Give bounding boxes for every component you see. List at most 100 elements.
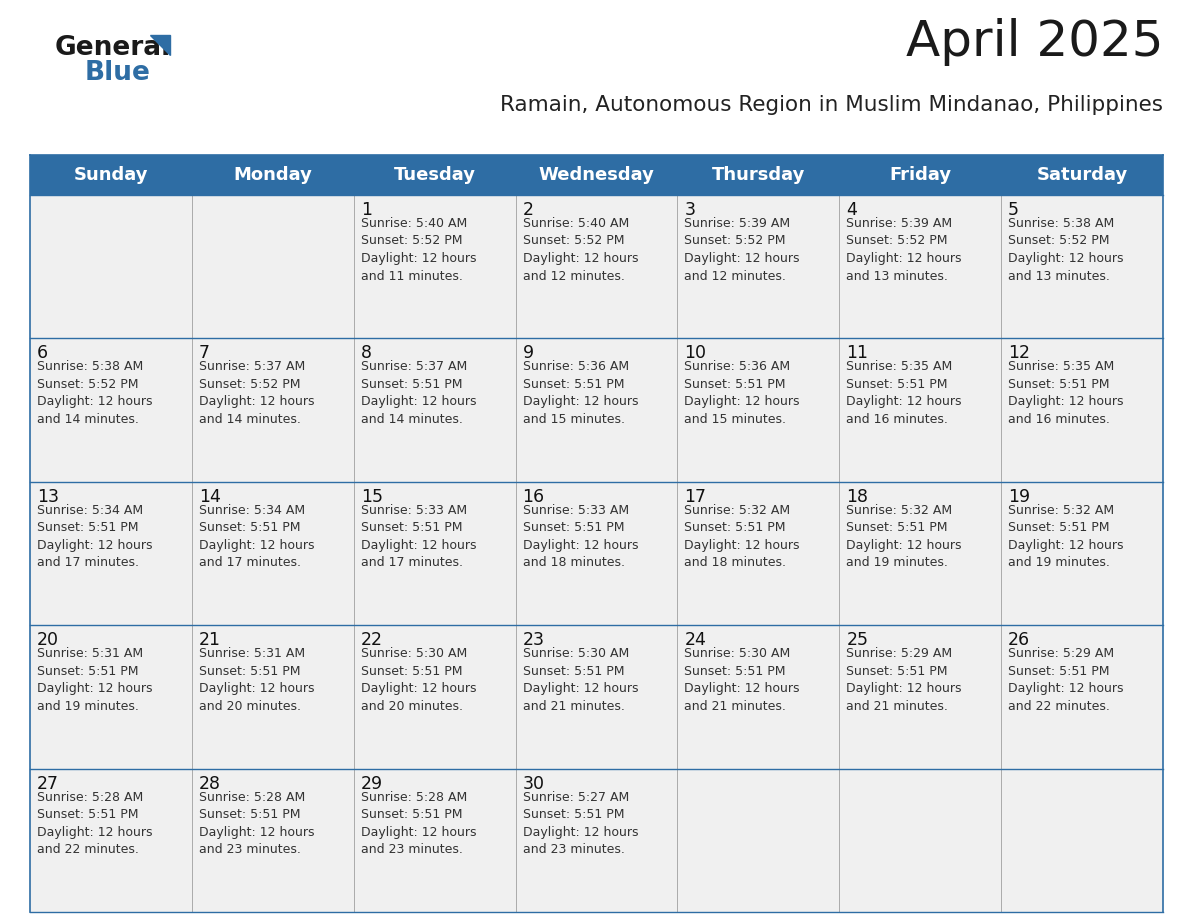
Bar (839, 625, 1001, 768)
Text: 5: 5 (1009, 201, 1019, 219)
Bar (191, 768, 354, 912)
Text: 6: 6 (37, 344, 49, 363)
Text: Sunrise: 5:36 AM
Sunset: 5:51 PM
Daylight: 12 hours
and 15 minutes.: Sunrise: 5:36 AM Sunset: 5:51 PM Dayligh… (684, 361, 800, 426)
Bar (354, 625, 516, 768)
Text: Sunrise: 5:29 AM
Sunset: 5:51 PM
Daylight: 12 hours
and 22 minutes.: Sunrise: 5:29 AM Sunset: 5:51 PM Dayligh… (1009, 647, 1124, 712)
Text: Sunrise: 5:39 AM
Sunset: 5:52 PM
Daylight: 12 hours
and 13 minutes.: Sunrise: 5:39 AM Sunset: 5:52 PM Dayligh… (846, 217, 962, 283)
Text: Sunrise: 5:34 AM
Sunset: 5:51 PM
Daylight: 12 hours
and 17 minutes.: Sunrise: 5:34 AM Sunset: 5:51 PM Dayligh… (37, 504, 152, 569)
Text: Sunrise: 5:32 AM
Sunset: 5:51 PM
Daylight: 12 hours
and 19 minutes.: Sunrise: 5:32 AM Sunset: 5:51 PM Dayligh… (846, 504, 962, 569)
Text: Tuesday: Tuesday (393, 166, 475, 184)
Text: Sunrise: 5:40 AM
Sunset: 5:52 PM
Daylight: 12 hours
and 11 minutes.: Sunrise: 5:40 AM Sunset: 5:52 PM Dayligh… (361, 217, 476, 283)
Text: Sunrise: 5:29 AM
Sunset: 5:51 PM
Daylight: 12 hours
and 21 minutes.: Sunrise: 5:29 AM Sunset: 5:51 PM Dayligh… (846, 647, 962, 712)
Text: 4: 4 (846, 201, 858, 219)
Text: 2: 2 (523, 201, 533, 219)
Text: Sunrise: 5:33 AM
Sunset: 5:51 PM
Daylight: 12 hours
and 17 minutes.: Sunrise: 5:33 AM Sunset: 5:51 PM Dayligh… (361, 504, 476, 569)
Text: 24: 24 (684, 632, 707, 649)
Text: 13: 13 (37, 487, 59, 506)
Text: 21: 21 (198, 632, 221, 649)
Bar (516, 482, 677, 625)
Text: Sunrise: 5:38 AM
Sunset: 5:52 PM
Daylight: 12 hours
and 13 minutes.: Sunrise: 5:38 AM Sunset: 5:52 PM Dayligh… (1009, 217, 1124, 283)
Text: Sunrise: 5:40 AM
Sunset: 5:52 PM
Daylight: 12 hours
and 12 minutes.: Sunrise: 5:40 AM Sunset: 5:52 PM Dayligh… (523, 217, 638, 283)
Text: 26: 26 (1009, 632, 1030, 649)
Text: General: General (55, 35, 171, 61)
Text: Sunrise: 5:27 AM
Sunset: 5:51 PM
Daylight: 12 hours
and 23 minutes.: Sunrise: 5:27 AM Sunset: 5:51 PM Dayligh… (523, 790, 638, 856)
Text: 3: 3 (684, 201, 695, 219)
Bar (1001, 625, 1163, 768)
Text: Sunrise: 5:30 AM
Sunset: 5:51 PM
Daylight: 12 hours
and 21 minutes.: Sunrise: 5:30 AM Sunset: 5:51 PM Dayligh… (523, 647, 638, 712)
Bar (1001, 195, 1163, 339)
Bar (191, 195, 354, 339)
Text: Ramain, Autonomous Region in Muslim Mindanao, Philippines: Ramain, Autonomous Region in Muslim Mind… (500, 95, 1163, 115)
Text: 29: 29 (361, 775, 383, 792)
Polygon shape (150, 35, 170, 55)
Bar (191, 625, 354, 768)
Text: 19: 19 (1009, 487, 1030, 506)
Text: 7: 7 (198, 344, 210, 363)
Text: Sunrise: 5:35 AM
Sunset: 5:51 PM
Daylight: 12 hours
and 16 minutes.: Sunrise: 5:35 AM Sunset: 5:51 PM Dayligh… (846, 361, 962, 426)
Bar (839, 482, 1001, 625)
Text: 17: 17 (684, 487, 707, 506)
Text: Sunrise: 5:35 AM
Sunset: 5:51 PM
Daylight: 12 hours
and 16 minutes.: Sunrise: 5:35 AM Sunset: 5:51 PM Dayligh… (1009, 361, 1124, 426)
Text: 28: 28 (198, 775, 221, 792)
Text: Sunrise: 5:34 AM
Sunset: 5:51 PM
Daylight: 12 hours
and 17 minutes.: Sunrise: 5:34 AM Sunset: 5:51 PM Dayligh… (198, 504, 315, 569)
Bar (677, 768, 839, 912)
Bar (30, 482, 191, 625)
Text: Sunrise: 5:32 AM
Sunset: 5:51 PM
Daylight: 12 hours
and 18 minutes.: Sunrise: 5:32 AM Sunset: 5:51 PM Dayligh… (684, 504, 800, 569)
Text: 15: 15 (361, 487, 383, 506)
Text: Blue: Blue (86, 60, 151, 86)
Bar (1001, 768, 1163, 912)
Text: Friday: Friday (889, 166, 952, 184)
Text: Sunrise: 5:38 AM
Sunset: 5:52 PM
Daylight: 12 hours
and 14 minutes.: Sunrise: 5:38 AM Sunset: 5:52 PM Dayligh… (37, 361, 152, 426)
Text: 14: 14 (198, 487, 221, 506)
Bar (516, 195, 677, 339)
Text: 1: 1 (361, 201, 372, 219)
Text: 20: 20 (37, 632, 59, 649)
Bar (677, 482, 839, 625)
Text: Sunrise: 5:30 AM
Sunset: 5:51 PM
Daylight: 12 hours
and 21 minutes.: Sunrise: 5:30 AM Sunset: 5:51 PM Dayligh… (684, 647, 800, 712)
Bar (1001, 482, 1163, 625)
Text: Sunrise: 5:33 AM
Sunset: 5:51 PM
Daylight: 12 hours
and 18 minutes.: Sunrise: 5:33 AM Sunset: 5:51 PM Dayligh… (523, 504, 638, 569)
Text: 23: 23 (523, 632, 544, 649)
Bar (354, 768, 516, 912)
Text: Sunrise: 5:28 AM
Sunset: 5:51 PM
Daylight: 12 hours
and 23 minutes.: Sunrise: 5:28 AM Sunset: 5:51 PM Dayligh… (361, 790, 476, 856)
Text: Thursday: Thursday (712, 166, 805, 184)
Bar (839, 339, 1001, 482)
Text: Sunrise: 5:28 AM
Sunset: 5:51 PM
Daylight: 12 hours
and 23 minutes.: Sunrise: 5:28 AM Sunset: 5:51 PM Dayligh… (198, 790, 315, 856)
Text: Wednesday: Wednesday (538, 166, 655, 184)
Text: Sunrise: 5:39 AM
Sunset: 5:52 PM
Daylight: 12 hours
and 12 minutes.: Sunrise: 5:39 AM Sunset: 5:52 PM Dayligh… (684, 217, 800, 283)
Bar (30, 625, 191, 768)
Bar (354, 339, 516, 482)
Bar (677, 195, 839, 339)
Text: Sunrise: 5:36 AM
Sunset: 5:51 PM
Daylight: 12 hours
and 15 minutes.: Sunrise: 5:36 AM Sunset: 5:51 PM Dayligh… (523, 361, 638, 426)
Bar (30, 339, 191, 482)
Text: 8: 8 (361, 344, 372, 363)
Text: 9: 9 (523, 344, 533, 363)
Bar (516, 339, 677, 482)
Bar (30, 195, 191, 339)
Bar (677, 339, 839, 482)
Bar (516, 768, 677, 912)
Bar (354, 195, 516, 339)
Text: Sunrise: 5:37 AM
Sunset: 5:52 PM
Daylight: 12 hours
and 14 minutes.: Sunrise: 5:37 AM Sunset: 5:52 PM Dayligh… (198, 361, 315, 426)
Text: Sunrise: 5:32 AM
Sunset: 5:51 PM
Daylight: 12 hours
and 19 minutes.: Sunrise: 5:32 AM Sunset: 5:51 PM Dayligh… (1009, 504, 1124, 569)
Text: 27: 27 (37, 775, 59, 792)
Text: 11: 11 (846, 344, 868, 363)
Bar (354, 482, 516, 625)
Text: Monday: Monday (233, 166, 312, 184)
Bar (191, 482, 354, 625)
Bar (839, 195, 1001, 339)
Bar (516, 625, 677, 768)
Text: 18: 18 (846, 487, 868, 506)
Bar (30, 768, 191, 912)
Text: 30: 30 (523, 775, 544, 792)
Text: 16: 16 (523, 487, 544, 506)
Text: 22: 22 (361, 632, 383, 649)
Text: 10: 10 (684, 344, 707, 363)
Text: Sunrise: 5:30 AM
Sunset: 5:51 PM
Daylight: 12 hours
and 20 minutes.: Sunrise: 5:30 AM Sunset: 5:51 PM Dayligh… (361, 647, 476, 712)
Bar (1001, 339, 1163, 482)
Text: Sunday: Sunday (74, 166, 148, 184)
Bar (677, 625, 839, 768)
Text: Sunrise: 5:37 AM
Sunset: 5:51 PM
Daylight: 12 hours
and 14 minutes.: Sunrise: 5:37 AM Sunset: 5:51 PM Dayligh… (361, 361, 476, 426)
Bar (191, 339, 354, 482)
Text: Sunrise: 5:31 AM
Sunset: 5:51 PM
Daylight: 12 hours
and 19 minutes.: Sunrise: 5:31 AM Sunset: 5:51 PM Dayligh… (37, 647, 152, 712)
